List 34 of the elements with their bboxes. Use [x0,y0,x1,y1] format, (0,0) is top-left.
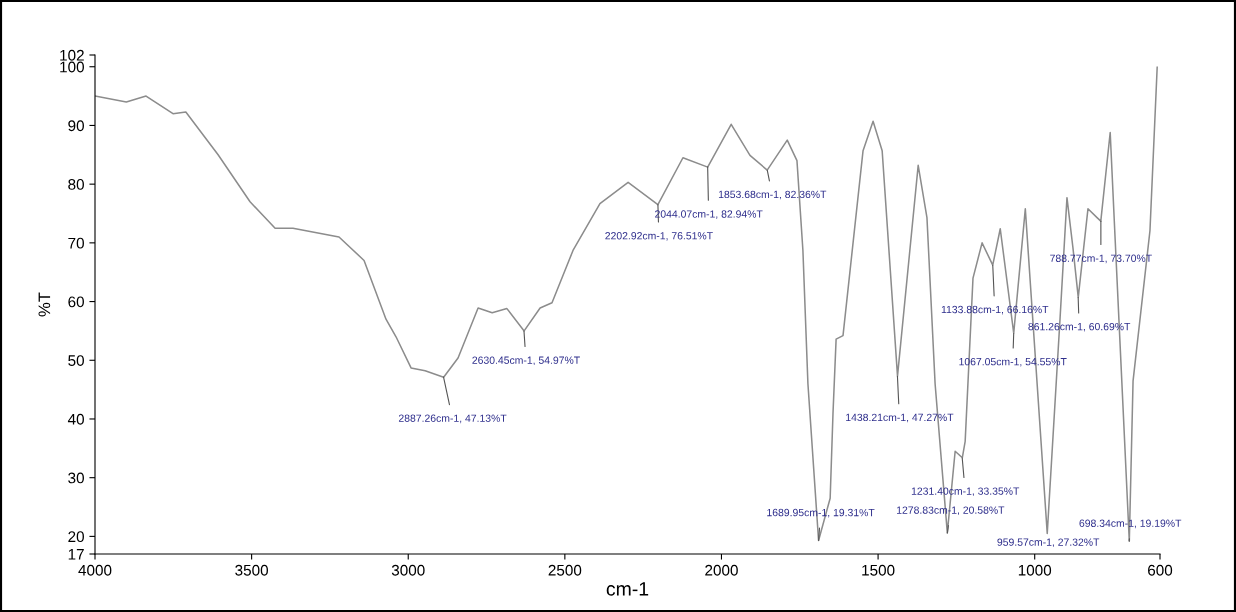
annotation: 1438.21cm-1, 47.27%T [846,413,954,423]
y-tick-label: 40 [67,413,84,425]
y-tick-label: 50 [68,355,84,366]
annotation: 959.57cm-1, 27.32%T [997,538,1100,548]
y-axis-title: %T [38,292,51,317]
x-tick-label: 1000 [1018,564,1052,576]
y-tick-label: 100 [60,61,84,73]
annotation: 1067.05cm-1, 54.55%T [959,357,1067,367]
x-tick-label: 1500 [862,564,895,576]
y-tick-label: 70 [68,237,84,249]
annotation: 861.26cm-1, 60.69%T [1028,322,1131,332]
annotation: 698.34cm-1, 19.19%T [1079,519,1182,529]
annotation: 788.77cm-1, 73.70%T [1050,254,1152,264]
x-tick-label: 3000 [391,564,425,576]
annotation: 1133.88cm-1, 66.16%T [941,305,1049,315]
x-tick-label: 4000 [78,564,112,576]
x-tick-label: 3500 [235,564,269,576]
y-tick-label: 30 [68,472,84,484]
y-tick-label: 102 [60,49,84,61]
y-tick-label: 60 [68,296,84,308]
x-axis-title: cm-1 [606,582,649,596]
y-tick-label: 17 [68,549,84,560]
y-tick-label: 90 [68,120,84,132]
annotation: 1689.95cm-1, 19.31%T [767,508,875,518]
y-tick-label: 20 [68,531,84,543]
x-tick-label: 2500 [548,564,582,576]
x-tick-label: 600 [1148,564,1173,576]
x-tick-label: 2000 [705,564,738,576]
y-tick-label: 80 [68,179,84,190]
annotation: 2202.92cm-1, 76.51%T [605,232,713,241]
annotation: 1853.68cm-1, 82.36%T [718,190,827,200]
annotation: 2887.26cm-1, 47.13%T [398,414,507,424]
annotation: 1231.40cm-1, 33.35%T [911,487,1020,497]
annotation: 2630.45cm-1, 54.97%T [472,356,580,366]
